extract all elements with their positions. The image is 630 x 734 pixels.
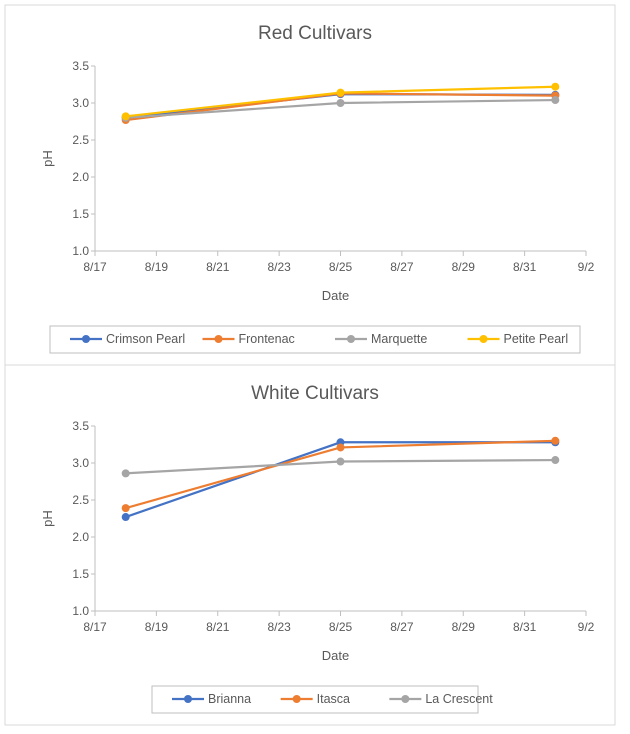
x-tick-label: 8/25 [329, 260, 353, 274]
legend-marker [292, 695, 301, 703]
chart-title: Red Cultivars [258, 23, 372, 44]
y-tick-label: 1.5 [72, 207, 89, 221]
x-tick-label: 8/21 [206, 260, 230, 274]
data-point [551, 96, 560, 105]
y-tick-label: 3.5 [72, 59, 89, 73]
chart-border [4, 364, 616, 726]
legend-marker [401, 695, 410, 703]
legend-label: Frontenac [239, 332, 295, 346]
legend-box [151, 685, 479, 714]
data-point [551, 456, 560, 465]
data-point [121, 112, 130, 121]
data-point [121, 513, 130, 522]
y-tick-label: 2.5 [72, 493, 89, 507]
x-tick-label: 8/23 [267, 260, 291, 274]
x-tick-label: 8/27 [390, 260, 414, 274]
legend-label: Crimson Pearl [106, 332, 185, 346]
y-tick-label: 1.0 [72, 244, 89, 258]
data-point [336, 443, 345, 452]
chart-2: White Cultivars 1.0 1.5 2.0 2.5 3.0 3.5 8/17 8/1… [4, 364, 616, 726]
chart-title: White Cultivars [251, 383, 379, 404]
data-point [121, 469, 130, 478]
y-axis-label: pH [40, 150, 55, 167]
chart-border [4, 4, 616, 366]
x-tick-label: 8/29 [452, 260, 476, 274]
x-tick-label: 8/17 [83, 260, 107, 274]
legend-label: La Crescent [425, 692, 493, 706]
y-tick-label: 2.0 [72, 530, 89, 544]
x-tick-label: 8/31 [513, 260, 537, 274]
x-tick-label: 8/31 [513, 620, 537, 634]
x-tick-label: 8/29 [452, 620, 476, 634]
x-axis-label: Date [322, 648, 349, 663]
x-tick-label: 9/2 [578, 620, 595, 634]
legend-marker [347, 335, 355, 343]
y-tick-label: 2.5 [72, 133, 89, 147]
x-tick-label: 8/17 [83, 620, 107, 634]
x-tick-label: 8/23 [267, 620, 291, 634]
y-axis-label: pH [40, 510, 55, 527]
data-point [551, 436, 560, 445]
x-axis-label: Date [322, 288, 349, 303]
legend-marker [184, 695, 192, 703]
legend-label: Petite Pearl [504, 332, 569, 346]
legend-label: Brianna [208, 692, 251, 706]
x-tick-label: 8/21 [206, 620, 230, 634]
data-point [551, 82, 560, 91]
x-tick-label: 8/19 [145, 260, 169, 274]
data-point [336, 88, 345, 97]
x-tick-label: 8/25 [329, 620, 353, 634]
legend-label: Itasca [317, 692, 350, 706]
data-point [336, 457, 345, 466]
data-point [121, 504, 130, 513]
x-tick-label: 8/19 [145, 620, 169, 634]
y-tick-label: 3.0 [72, 96, 89, 110]
x-tick-label: 8/27 [390, 620, 414, 634]
data-point [336, 99, 345, 107]
chart-1: Red Cultivars 1.0 1.5 2.0 2.5 3.0 3.5 8/17 8/19 8… [4, 4, 616, 366]
y-tick-label: 1.5 [72, 567, 89, 581]
legend-marker [82, 335, 90, 343]
x-tick-label: 9/2 [578, 260, 595, 274]
y-tick-label: 3.0 [72, 456, 89, 470]
legend-marker [214, 335, 223, 343]
y-tick-label: 2.0 [72, 170, 89, 184]
y-tick-label: 1.0 [72, 604, 89, 618]
legend-marker [479, 335, 488, 343]
y-tick-label: 3.5 [72, 419, 89, 433]
legend-label: Marquette [371, 332, 427, 346]
